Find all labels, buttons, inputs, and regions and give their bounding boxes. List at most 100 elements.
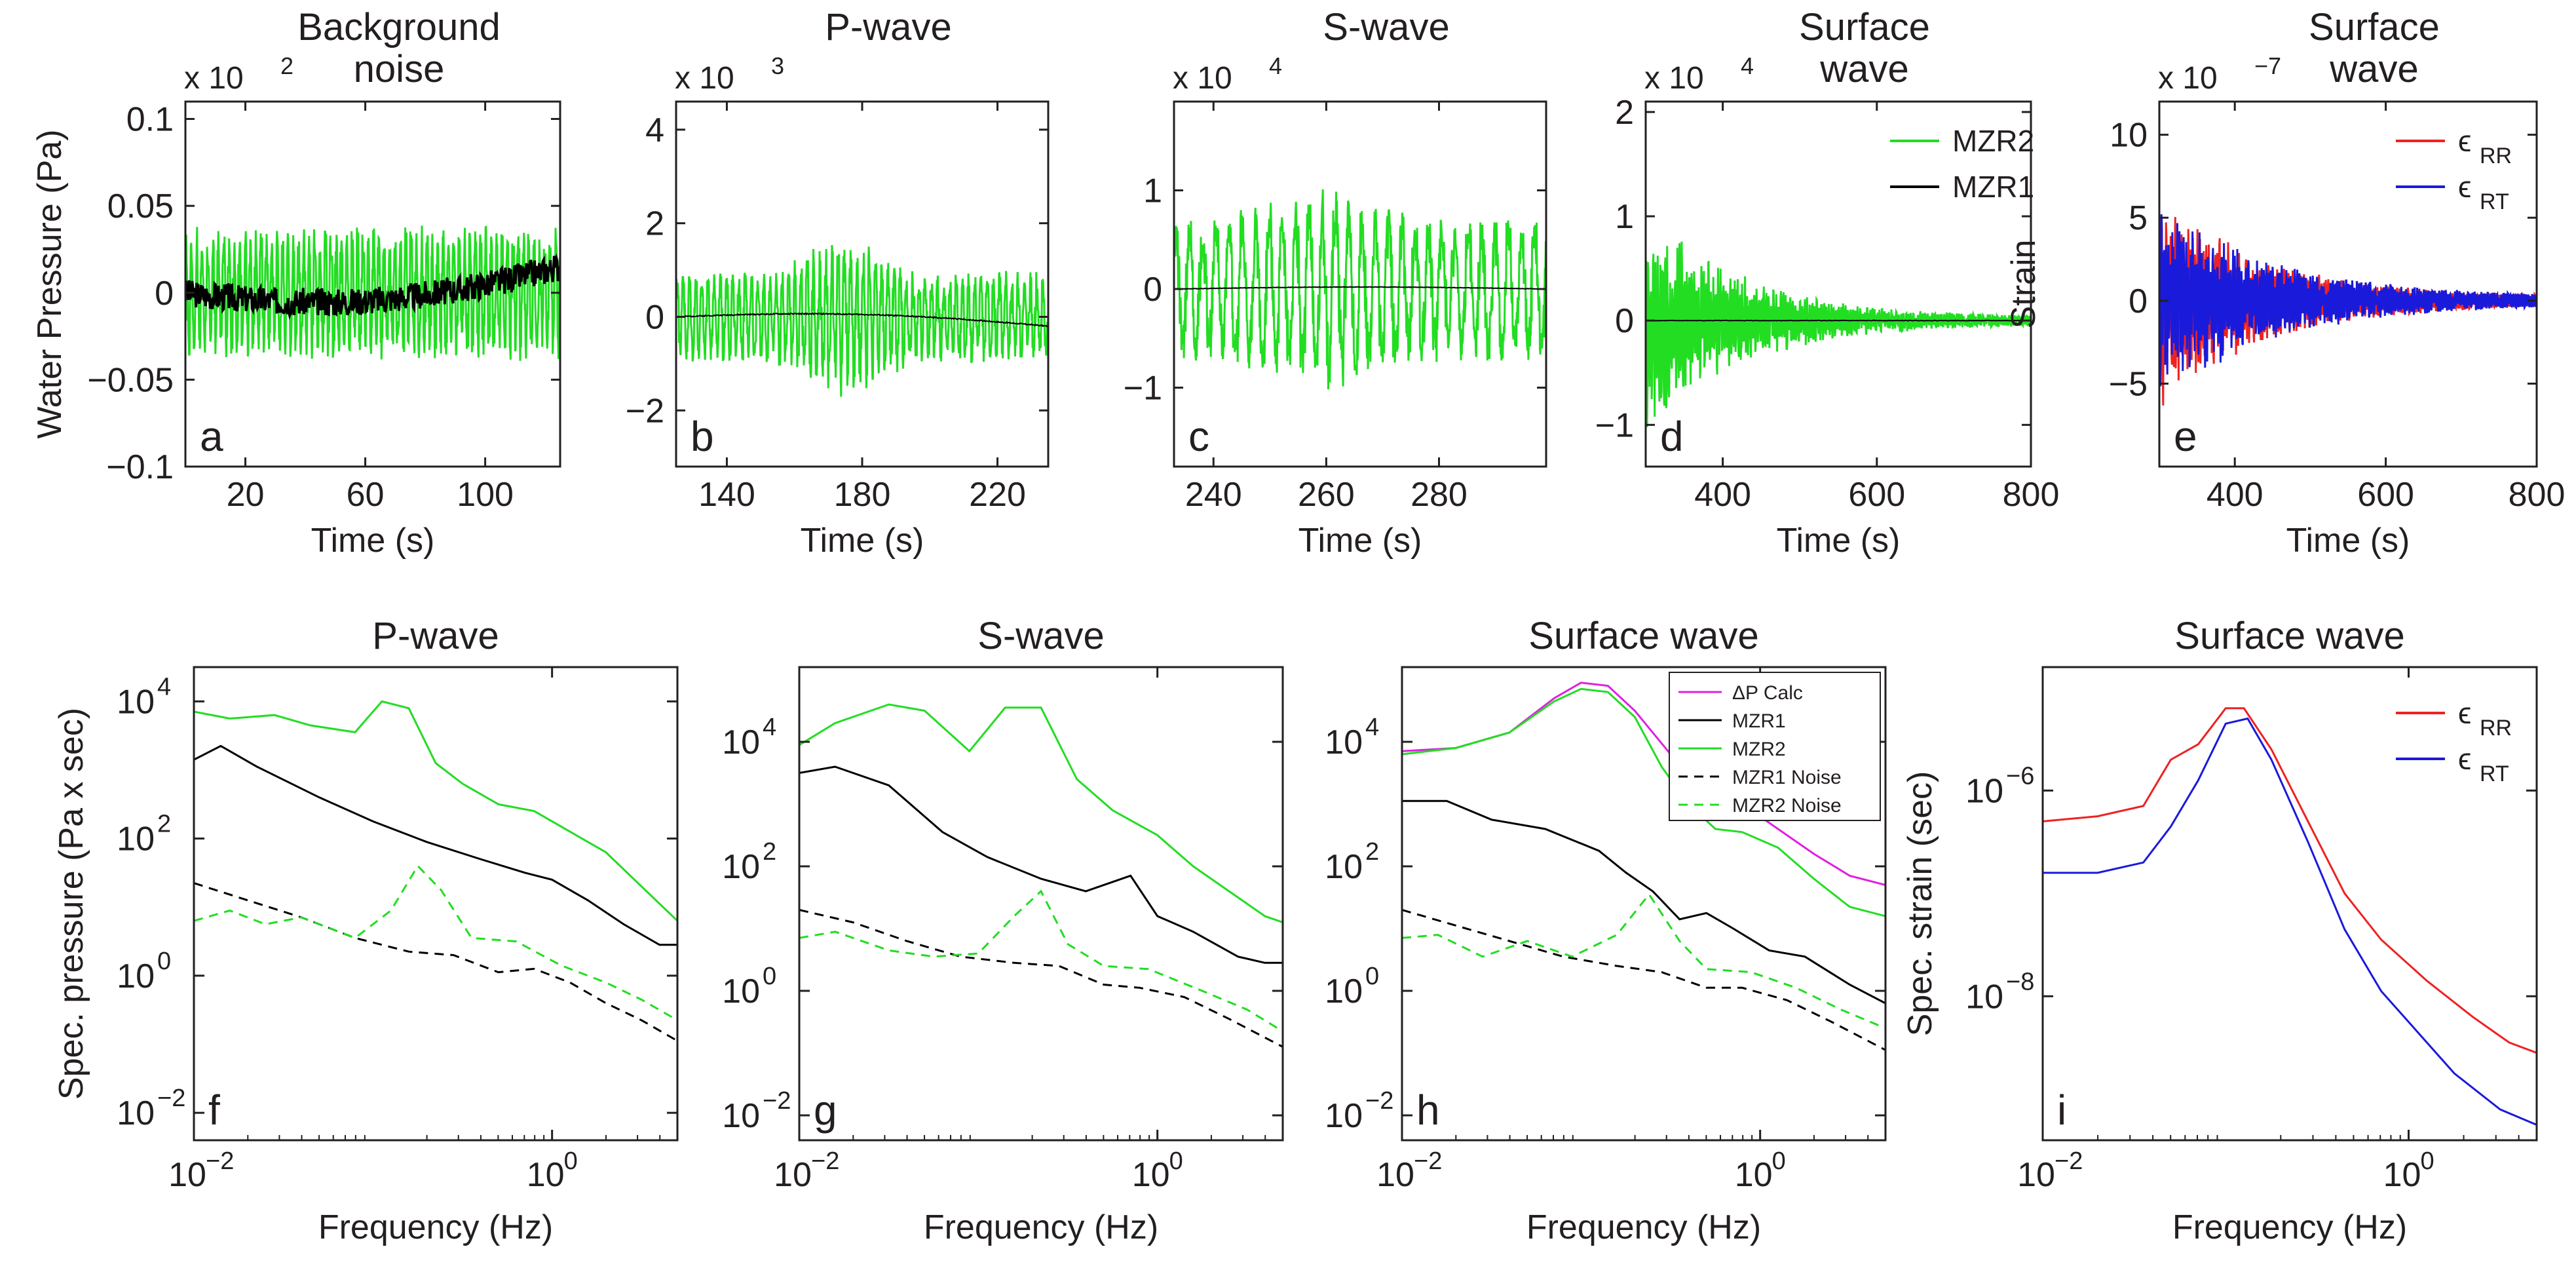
panel-title: wave <box>2329 48 2418 90</box>
series-line-mzr1 <box>194 744 677 946</box>
y-tick-label: 10 <box>1325 848 1363 886</box>
panel-letter: a <box>200 413 223 460</box>
y-tick-label: −5 <box>2109 365 2148 403</box>
x-tick-exponent: 0 <box>1772 1147 1786 1175</box>
y-tick-label: 10 <box>1325 1097 1363 1135</box>
panel-letter: e <box>2174 413 2197 460</box>
legend-label: ΔP Calc <box>1732 682 1803 704</box>
panel-letter: c <box>1188 413 1209 460</box>
panel-letter: g <box>814 1087 837 1134</box>
legend-label-subscript: RR <box>2480 716 2512 741</box>
x-tick-label: 260 <box>1298 476 1355 514</box>
x-axis-label: Time (s) <box>311 522 435 560</box>
legend-label: MZR2 <box>1732 739 1786 760</box>
panel-c: S-wave x 10 4 240 260 280 −1 0 1 Time (s) c <box>1124 6 1547 560</box>
x-tick-label: 400 <box>2207 476 2263 514</box>
x-tick-label: 600 <box>2357 476 2414 514</box>
panel-title: Surface wave <box>1528 615 1758 657</box>
y-tick-label: −2 <box>626 392 664 430</box>
legend-label-subscript: RT <box>2480 761 2509 786</box>
axis-multiplier-exponent: 2 <box>280 52 294 79</box>
series-line-mzr1 <box>1402 799 1885 1005</box>
panel-letter: b <box>691 413 714 460</box>
y-tick-label: −0.1 <box>106 448 174 486</box>
series-line-mzr1-noise <box>194 882 677 1042</box>
y-tick-label: 0 <box>1615 302 1634 340</box>
series-line-mzr2 <box>1402 687 1885 917</box>
y-tick-label: 0.05 <box>107 187 174 225</box>
panel-title: noise <box>354 48 445 90</box>
x-tick-label: 10 <box>774 1156 812 1194</box>
x-tick-label: 10 <box>2017 1156 2055 1194</box>
y-tick-label: 1 <box>1143 172 1162 210</box>
series-line-mzr1 <box>676 312 1048 328</box>
panel-title: Background <box>297 6 501 48</box>
axis-multiplier: x 10 <box>2158 61 2218 96</box>
legend-label: MZR2 Noise <box>1732 795 1842 817</box>
axis-multiplier: x 10 <box>1173 61 1232 96</box>
legend-label: ϵ <box>2458 696 2471 730</box>
x-tick-label: 140 <box>698 476 755 514</box>
y-tick-exponent: 2 <box>763 838 776 866</box>
y-tick-label: 10 <box>722 1097 760 1135</box>
y-tick-label: 10 <box>117 820 155 858</box>
x-axis-label: Frequency (Hz) <box>2172 1208 2407 1246</box>
y-tick-exponent: 0 <box>157 948 171 975</box>
x-tick-exponent: −2 <box>1414 1147 1442 1175</box>
panel-title: P-wave <box>825 6 951 48</box>
axis-multiplier-exponent: −7 <box>2254 52 2281 79</box>
y-tick-exponent: 0 <box>1365 963 1379 990</box>
x-axis-label: Time (s) <box>1777 522 1901 560</box>
series-line-mzr2 <box>185 225 560 361</box>
x-tick-label: 10 <box>1132 1156 1170 1194</box>
y-tick-exponent: −8 <box>2006 968 2034 995</box>
y-tick-label: 1 <box>1615 198 1634 236</box>
axes-frame <box>2158 100 2538 468</box>
series-line-mzr2-noise <box>799 889 1283 1033</box>
y-tick-label: 10 <box>117 957 155 995</box>
x-axis-label: Frequency (Hz) <box>318 1208 553 1246</box>
y-tick-label: 10 <box>1325 972 1363 1010</box>
x-tick-label: 600 <box>1848 476 1905 514</box>
x-tick-label: 400 <box>1694 476 1751 514</box>
y-axis-label: Strain <box>2005 240 2043 329</box>
x-tick-exponent: 0 <box>1169 1147 1183 1175</box>
y-tick-exponent: −2 <box>157 1085 185 1112</box>
legend-label: ϵ <box>2458 170 2471 204</box>
legend-label-subscript: RT <box>2480 189 2509 214</box>
axis-multiplier-exponent: 3 <box>771 52 784 79</box>
y-tick-label: 10 <box>2110 117 2148 155</box>
y-tick-label: 10 <box>1965 978 2003 1016</box>
series-line-mzr2 <box>1646 241 2031 427</box>
series-line-mzr1 <box>185 253 560 320</box>
y-tick-label: 10 <box>117 1094 155 1132</box>
series-line--rt <box>2159 214 2537 387</box>
y-tick-exponent: −2 <box>763 1087 791 1115</box>
y-tick-label: 10 <box>722 972 760 1010</box>
y-tick-exponent: 4 <box>157 673 171 701</box>
x-axis-label: Time (s) <box>1298 522 1422 560</box>
y-tick-exponent: 0 <box>763 963 776 990</box>
x-tick-label: 240 <box>1185 476 1242 514</box>
panel-title: wave <box>1819 48 1908 90</box>
axis-multiplier: x 10 <box>675 61 734 96</box>
y-tick-label: 10 <box>722 848 760 886</box>
y-tick-label: 10 <box>1325 723 1363 761</box>
axes-frame <box>184 100 561 468</box>
axes-frame <box>2041 666 2538 1142</box>
axis-multiplier-exponent: 4 <box>1741 52 1754 79</box>
x-tick-label: 60 <box>347 476 385 514</box>
x-tick-exponent: 0 <box>564 1147 578 1175</box>
y-tick-exponent: −2 <box>1365 1087 1393 1115</box>
series-line--rr <box>2043 707 2537 1054</box>
y-tick-label: 4 <box>645 111 664 149</box>
x-tick-exponent: 0 <box>2421 1147 2434 1175</box>
series-line-mzr2 <box>194 700 677 922</box>
x-tick-label: 280 <box>1411 476 1468 514</box>
y-tick-exponent: 2 <box>157 811 171 838</box>
